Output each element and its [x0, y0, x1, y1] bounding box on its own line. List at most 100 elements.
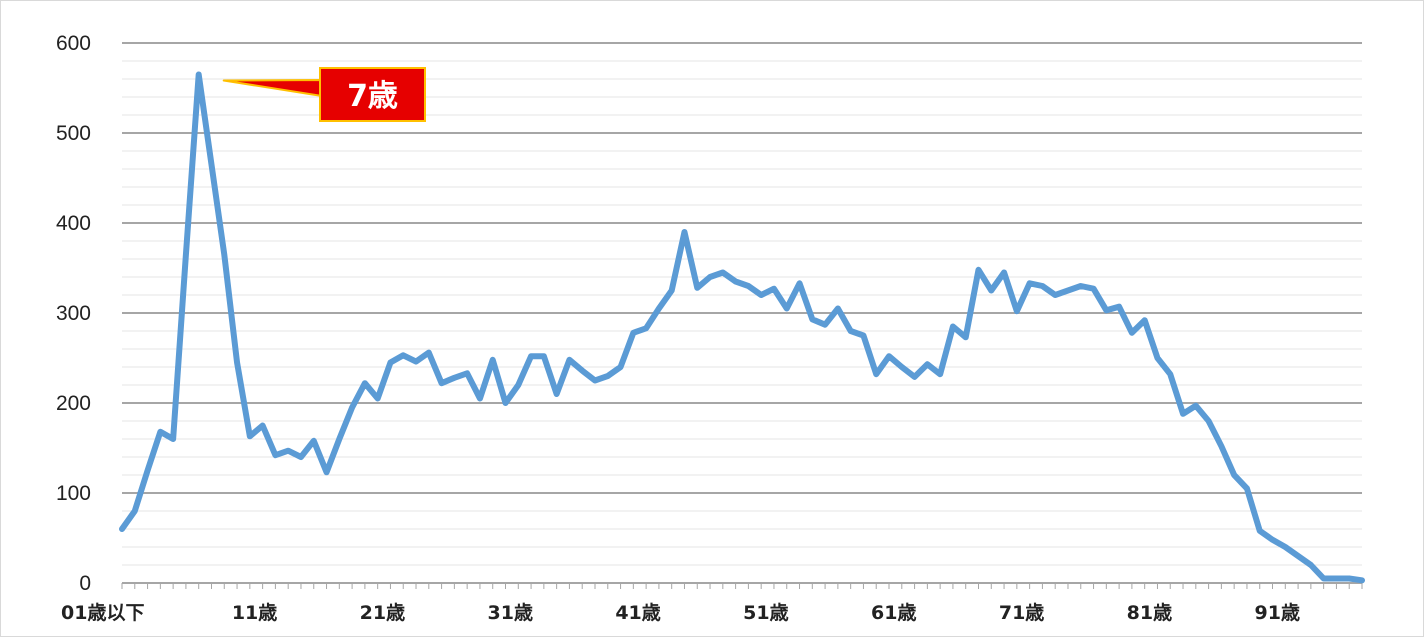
data-point — [1310, 564, 1312, 566]
data-point — [1131, 332, 1133, 334]
y-tick-label: 500 — [56, 122, 91, 145]
data-point — [287, 450, 289, 452]
data-point — [377, 398, 379, 400]
data-point — [1195, 405, 1197, 407]
data-point — [1080, 285, 1082, 287]
data-point — [1297, 555, 1299, 557]
data-point — [990, 290, 992, 292]
data-point — [1016, 310, 1018, 312]
data-point — [389, 362, 391, 364]
data-point — [1156, 357, 1158, 359]
callout-box — [319, 67, 426, 122]
data-point — [223, 254, 225, 256]
data-point — [1272, 539, 1274, 541]
data-point — [1105, 309, 1107, 311]
data-point — [505, 402, 507, 404]
data-point — [479, 398, 481, 400]
y-tick-label: 300 — [56, 302, 91, 325]
data-point — [517, 384, 519, 386]
data-point — [620, 366, 622, 368]
x-axis — [121, 582, 1363, 589]
data-point — [722, 272, 724, 274]
data-point — [888, 355, 890, 357]
data-point — [875, 373, 877, 375]
data-point — [568, 359, 570, 361]
data-point — [326, 471, 328, 473]
x-tick-label: 81歳 — [1127, 602, 1172, 624]
data-point — [914, 376, 916, 378]
data-point — [1093, 288, 1095, 290]
x-axis-labels: 01歳以下 11歳 21歳 31歳 41歳 51歳 61歳 71歳 81歳 91歳 — [61, 602, 1300, 624]
data-point — [147, 470, 149, 472]
data-point — [658, 308, 660, 310]
data-point — [198, 74, 200, 76]
data-point — [1067, 290, 1069, 292]
data-point — [977, 269, 979, 271]
x-tick-label: 21歳 — [360, 602, 405, 624]
data-point — [581, 370, 583, 372]
data-point — [338, 438, 340, 440]
data-point — [210, 164, 212, 166]
data-point — [1144, 319, 1146, 321]
data-point — [824, 324, 826, 326]
data-point — [850, 330, 852, 332]
data-point — [236, 362, 238, 364]
data-point — [453, 377, 455, 379]
x-tick-label: 01歳以下 — [61, 602, 144, 624]
data-point — [939, 373, 941, 375]
data-point — [402, 354, 404, 356]
x-tick-label: 11歳 — [232, 602, 277, 624]
data-point — [1054, 294, 1056, 296]
data-point — [1323, 578, 1325, 580]
data-point — [1182, 413, 1184, 415]
minor-gridlines — [122, 60, 1362, 566]
callout-annotation: 7歳 — [222, 67, 426, 122]
x-tick-label: 91歳 — [1255, 602, 1300, 624]
series-layer — [119, 71, 1365, 584]
data-point — [249, 435, 251, 437]
data-point — [862, 335, 864, 337]
data-point — [415, 361, 417, 363]
data-point — [773, 288, 775, 290]
y-axis-labels: 0 100 200 300 400 500 600 — [56, 32, 91, 595]
data-point — [1259, 530, 1261, 532]
x-tick-label: 61歳 — [871, 602, 916, 624]
data-point — [1220, 445, 1222, 447]
data-point — [466, 372, 468, 374]
y-tick-label: 400 — [56, 212, 91, 235]
data-point — [683, 231, 685, 233]
data-point — [645, 327, 647, 329]
data-point — [185, 254, 187, 256]
data-point — [134, 510, 136, 512]
data-point — [696, 287, 698, 289]
data-point — [760, 294, 762, 296]
data-point — [799, 282, 801, 284]
data-point — [709, 276, 711, 278]
x-tick-label: 51歳 — [743, 602, 788, 624]
data-point — [965, 336, 967, 338]
x-tick-label: 31歳 — [488, 602, 533, 624]
data-point — [530, 355, 532, 357]
data-point — [926, 363, 928, 365]
data-point — [300, 456, 302, 458]
data-point — [1284, 546, 1286, 548]
data-point — [632, 332, 634, 334]
callout-label: 7歳 — [347, 79, 398, 114]
data-point — [811, 318, 813, 320]
series-line — [119, 71, 1365, 584]
data-point — [1118, 306, 1120, 308]
data-point — [671, 290, 673, 292]
data-point — [607, 375, 609, 377]
data-point — [556, 393, 558, 395]
data-point — [1361, 579, 1363, 581]
data-point — [543, 355, 545, 357]
data-point — [786, 308, 788, 310]
data-point — [492, 359, 494, 361]
data-point — [1003, 272, 1005, 274]
data-point — [441, 382, 443, 384]
major-gridlines — [122, 42, 1362, 494]
x-tick-label: 71歳 — [999, 602, 1044, 624]
data-point — [364, 382, 366, 384]
